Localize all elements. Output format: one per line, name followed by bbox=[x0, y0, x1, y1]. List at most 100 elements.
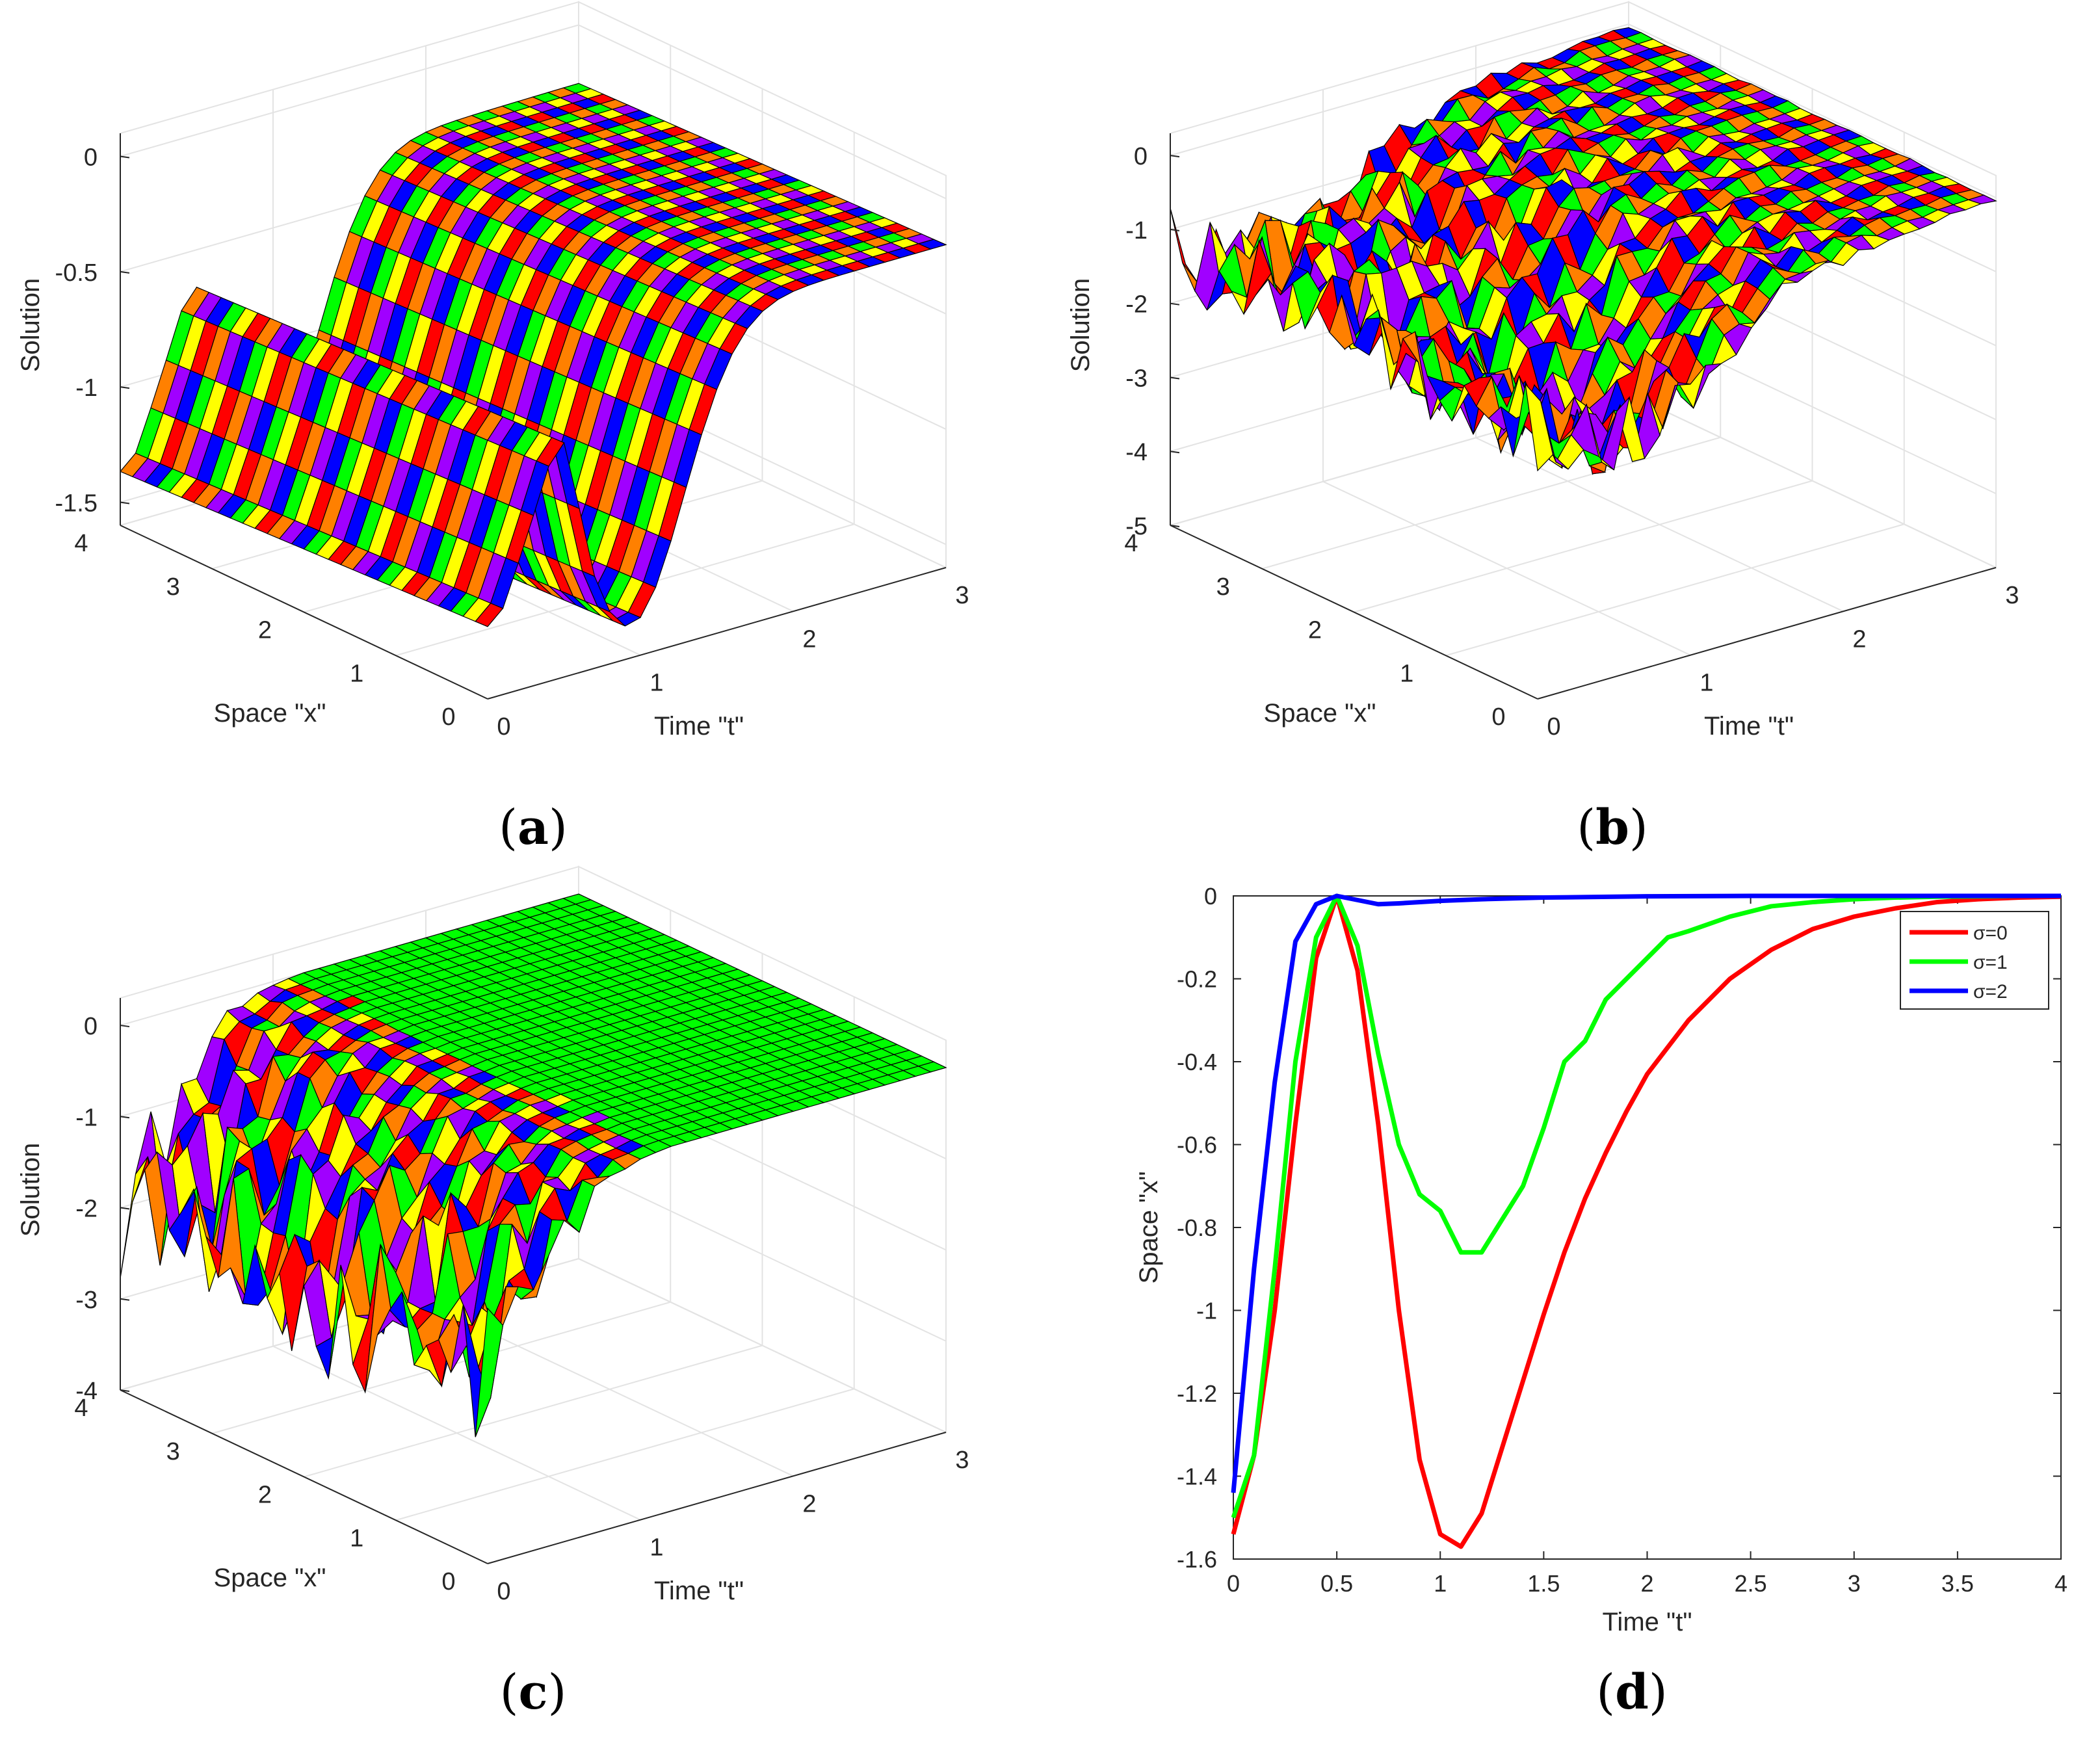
surface-cell bbox=[475, 603, 504, 627]
x-tick-label: 0 bbox=[1491, 703, 1505, 731]
z-tick-label: -4 bbox=[1125, 439, 1148, 466]
x-tick-label: 1.5 bbox=[1527, 1570, 1560, 1597]
floor-grid-x bbox=[1445, 523, 1905, 657]
z-tick bbox=[1170, 525, 1180, 527]
surface-plot-b: 0 -1 -2 -3 -4 -5 0 1 2 3 4 0 1 2 3 Solution Space "x" Tim… bbox=[1066, 1, 2019, 741]
surface-cell bbox=[475, 1307, 504, 1437]
x-axis-line bbox=[120, 1389, 488, 1564]
y-tick-label: -0.8 bbox=[1177, 1214, 1217, 1241]
x-tick-label: 3 bbox=[166, 573, 180, 601]
y-tick-label: -1 bbox=[1196, 1298, 1217, 1324]
axis-lines bbox=[120, 998, 947, 1564]
z-tick bbox=[120, 1116, 130, 1119]
x-tick-label: 4 bbox=[74, 530, 88, 557]
z-tick-label: -5 bbox=[1125, 513, 1148, 540]
z-tick bbox=[1170, 302, 1180, 306]
z-tick bbox=[120, 1389, 130, 1392]
y-tick-label: -1.4 bbox=[1177, 1463, 1217, 1490]
t-axis-line bbox=[1537, 567, 1997, 700]
t-axis-line bbox=[487, 1432, 947, 1564]
x-tick-label: 1 bbox=[350, 1525, 363, 1552]
t-tick-label: 2 bbox=[1852, 625, 1866, 653]
x-tick-label: 1 bbox=[350, 660, 363, 687]
x-tick-label: 0 bbox=[1227, 1570, 1240, 1597]
z-tick-label: -1 bbox=[75, 374, 98, 402]
z-tick bbox=[120, 501, 130, 505]
z-tick bbox=[1170, 228, 1180, 231]
t-tick-label: 1 bbox=[650, 670, 663, 697]
legend-entry-0: σ=0 bbox=[1973, 923, 2008, 944]
z-tick-label: -2 bbox=[75, 1196, 98, 1223]
z-tick-label: -0.5 bbox=[55, 259, 98, 287]
x-tick-label: 1 bbox=[1400, 660, 1413, 687]
x-tick-label: 0.5 bbox=[1320, 1570, 1353, 1597]
axis-lines bbox=[1170, 133, 1997, 700]
t-tick-label: 0 bbox=[1547, 713, 1560, 741]
x-tick-label: 0 bbox=[441, 1568, 455, 1595]
surface bbox=[1170, 27, 1997, 475]
t-axis-line bbox=[487, 567, 947, 700]
z-tick-label: -4 bbox=[75, 1378, 98, 1405]
z-tick-label: 0 bbox=[84, 144, 98, 171]
x-tick-label: 3 bbox=[1216, 573, 1230, 601]
x-tick-label: 4 bbox=[2054, 1570, 2067, 1597]
surface-cell bbox=[1525, 382, 1554, 472]
line-chart-d: 0 0.5 1 1.5 2 2.5 3 3.5 4 0 -0.2 -0.4 -0.6 -0.8 -1 -1.2… bbox=[1135, 883, 2067, 1636]
x-axis-line bbox=[1170, 525, 1538, 700]
x-tick-label: 2.5 bbox=[1735, 1570, 1767, 1597]
x-axis-label: Space "x" bbox=[214, 699, 326, 728]
legend-entry-1: σ=1 bbox=[1973, 952, 2008, 973]
z-tick-label: -1 bbox=[75, 1104, 98, 1131]
z-axis-label: Solution bbox=[16, 278, 45, 373]
floor-grid-x bbox=[1261, 436, 1721, 570]
t-tick-label: 0 bbox=[497, 1578, 510, 1605]
floor-grid-t bbox=[1322, 480, 1691, 656]
t-tick-label: 3 bbox=[955, 582, 969, 609]
z-tick bbox=[1170, 451, 1180, 454]
z-tick bbox=[120, 1298, 130, 1301]
t-tick-label: 3 bbox=[2005, 582, 2019, 609]
x-tick-label: 2 bbox=[258, 617, 272, 644]
surface-plot-c: 0 -1 -2 -3 -4 0 1 2 3 4 0 1 2 3 Solution Space "x" Time … bbox=[16, 865, 969, 1605]
t-tick-label: 1 bbox=[650, 1534, 663, 1562]
legend: σ=0 σ=1 σ=2 bbox=[1900, 911, 2049, 1010]
wall-grid-z bbox=[120, 1257, 947, 1433]
z-tick-label: -2 bbox=[1125, 291, 1148, 319]
y-tick-label: 0 bbox=[1204, 883, 1217, 910]
z-tick-label: -1 bbox=[1125, 217, 1148, 244]
surface-plot-a: 0 -0.5 -1 -1.5 0 1 2 3 4 0 1 2 3 Solution Space "x" Tim… bbox=[16, 1, 969, 741]
z-tick bbox=[120, 1207, 130, 1210]
x-tick-label: 3 bbox=[166, 1438, 180, 1465]
z-axis-label: Solution bbox=[16, 1143, 45, 1237]
caption-c: (c) bbox=[499, 1664, 567, 1720]
z-tick bbox=[1170, 155, 1180, 158]
caption-b: (b) bbox=[1577, 800, 1648, 856]
t-axis-label: Time "t" bbox=[654, 1577, 744, 1605]
y-tick-label: -0.2 bbox=[1177, 966, 1217, 993]
caption-a: (a) bbox=[499, 800, 568, 856]
x-tick-label: 4 bbox=[1124, 530, 1138, 557]
x-tick-label: 0 bbox=[441, 703, 455, 731]
x-tick-label: 4 bbox=[74, 1395, 88, 1422]
x-axis-line bbox=[120, 525, 488, 700]
surface bbox=[120, 83, 947, 627]
x-tick-label: 3 bbox=[1848, 1570, 1861, 1597]
t-tick-label: 1 bbox=[1700, 670, 1713, 697]
x-tick-label: 2 bbox=[258, 1482, 272, 1509]
z-tick bbox=[120, 270, 130, 274]
x-axis-label: Space "x" bbox=[214, 1564, 326, 1592]
y-tick-label: -1.2 bbox=[1177, 1380, 1217, 1407]
y-tick-label: -0.6 bbox=[1177, 1132, 1217, 1159]
y-tick-label: -0.4 bbox=[1177, 1049, 1217, 1075]
t-tick-label: 2 bbox=[802, 1490, 816, 1517]
z-axis-label: Solution bbox=[1066, 278, 1095, 373]
z-tick-label: -3 bbox=[1125, 365, 1148, 392]
floor-grid-x bbox=[304, 1345, 763, 1478]
y-axis-label: Space "x" bbox=[1135, 1172, 1163, 1284]
x-tick-label: 2 bbox=[1308, 617, 1322, 644]
z-tick bbox=[1170, 376, 1180, 380]
x-tick-label: 1 bbox=[1434, 1570, 1447, 1597]
t-tick-label: 3 bbox=[955, 1447, 969, 1474]
t-axis-label: Time "t" bbox=[654, 712, 744, 741]
z-tick-label: -1.5 bbox=[55, 490, 98, 518]
